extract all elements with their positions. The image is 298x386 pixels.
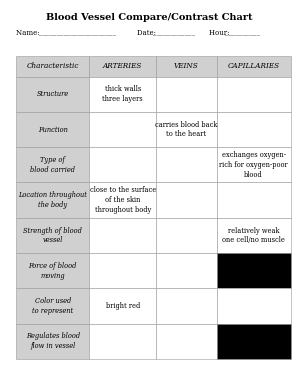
Bar: [16, 218, 89, 253]
Bar: [16, 324, 89, 359]
Text: bright red: bright red: [105, 302, 140, 310]
Bar: [156, 324, 217, 359]
Bar: [89, 147, 156, 183]
Bar: [89, 253, 156, 288]
Bar: [16, 253, 89, 288]
Bar: [156, 253, 217, 288]
Text: ____________: ____________: [153, 29, 195, 37]
Bar: [89, 56, 156, 76]
Bar: [16, 56, 89, 76]
Bar: [156, 112, 217, 147]
Bar: [217, 218, 291, 253]
Text: Structure: Structure: [37, 90, 69, 98]
Text: ARTERIES: ARTERIES: [103, 62, 142, 70]
Text: __________: __________: [225, 29, 260, 37]
Text: Color used
to represent: Color used to represent: [32, 297, 73, 315]
Text: carries blood back
to the heart: carries blood back to the heart: [155, 121, 218, 139]
Text: Blood Vessel Compare/Contrast Chart: Blood Vessel Compare/Contrast Chart: [46, 13, 252, 22]
Text: exchanges oxygen-
rich for oxygen-poor
blood: exchanges oxygen- rich for oxygen-poor b…: [219, 151, 288, 179]
Bar: [89, 112, 156, 147]
Text: relatively weak
one cell/no muscle: relatively weak one cell/no muscle: [222, 227, 285, 244]
Bar: [16, 183, 89, 218]
Text: VEINS: VEINS: [174, 62, 199, 70]
Bar: [89, 288, 156, 324]
Text: thick walls
three layers: thick walls three layers: [102, 85, 143, 103]
Bar: [156, 56, 217, 76]
Text: Hour:: Hour:: [209, 29, 231, 37]
Bar: [156, 76, 217, 112]
Bar: [217, 112, 291, 147]
Bar: [89, 76, 156, 112]
Bar: [16, 147, 89, 183]
Bar: [16, 76, 89, 112]
Bar: [217, 253, 291, 288]
Bar: [217, 324, 291, 359]
Text: Force of blood
moving: Force of blood moving: [29, 262, 77, 279]
Bar: [89, 218, 156, 253]
Bar: [217, 76, 291, 112]
Text: Function: Function: [38, 125, 68, 134]
Bar: [16, 288, 89, 324]
Bar: [156, 183, 217, 218]
Bar: [156, 288, 217, 324]
Text: close to the surface
of the skin
throughout body: close to the surface of the skin through…: [89, 186, 156, 214]
Text: Date:: Date:: [137, 29, 158, 37]
Text: Name:: Name:: [16, 29, 42, 37]
Bar: [16, 112, 89, 147]
Text: Location throughout
the body: Location throughout the body: [18, 191, 87, 209]
Bar: [217, 56, 291, 76]
Bar: [156, 147, 217, 183]
Bar: [156, 218, 217, 253]
Bar: [89, 324, 156, 359]
Text: CAPILLARIES: CAPILLARIES: [227, 62, 280, 70]
Text: ______________________: ______________________: [39, 29, 116, 37]
Bar: [217, 288, 291, 324]
Bar: [217, 147, 291, 183]
Bar: [217, 183, 291, 218]
Text: Type of
blood carried: Type of blood carried: [30, 156, 75, 174]
Text: Regulates blood
flow in vessel: Regulates blood flow in vessel: [26, 332, 80, 350]
Bar: [89, 183, 156, 218]
Text: Characteristic: Characteristic: [27, 62, 79, 70]
Text: Strength of blood
vessel: Strength of blood vessel: [23, 227, 82, 244]
